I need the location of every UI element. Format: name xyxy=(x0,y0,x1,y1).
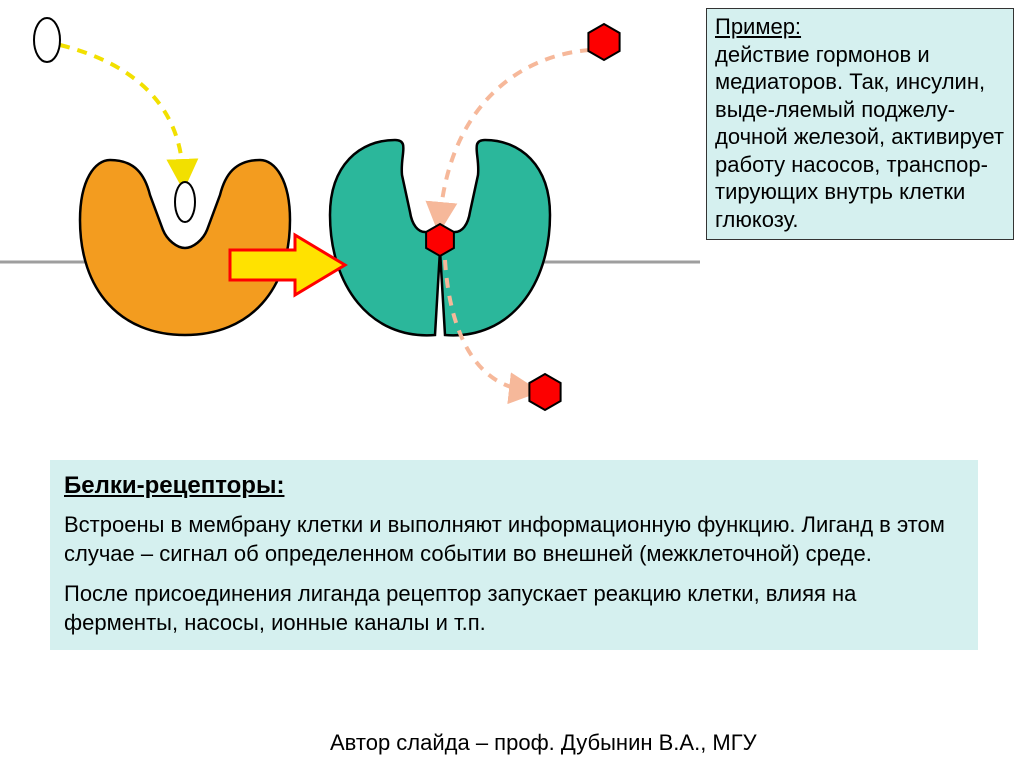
main-paragraph-2: После присоединения лиганда рецептор зап… xyxy=(64,580,964,637)
hexagon-top xyxy=(588,24,619,60)
slide-credit: Автор слайда – проф. Дубынин В.А., МГУ xyxy=(330,730,757,756)
receptor-diagram xyxy=(0,0,720,440)
receptor-green-right xyxy=(440,140,550,335)
example-box: Пример: действие гормонов и медиаторов. … xyxy=(706,8,1014,240)
example-title: Пример: xyxy=(715,14,801,39)
receptor-green-left xyxy=(330,140,440,335)
main-paragraph-1: Встроены в мембрану клетки и выполняют и… xyxy=(64,511,964,568)
hexagon-bound xyxy=(426,224,454,256)
ligand-bound xyxy=(175,182,195,222)
main-text-box: Белки-рецепторы: Встроены в мембрану кле… xyxy=(50,460,978,650)
example-body: действие гормонов и медиаторов. Так, инс… xyxy=(715,42,1004,232)
ligand-path-yellow xyxy=(60,45,183,175)
main-title: Белки-рецепторы xyxy=(64,472,276,499)
hexagon-bottom xyxy=(529,374,560,410)
ligand-free xyxy=(34,18,60,62)
